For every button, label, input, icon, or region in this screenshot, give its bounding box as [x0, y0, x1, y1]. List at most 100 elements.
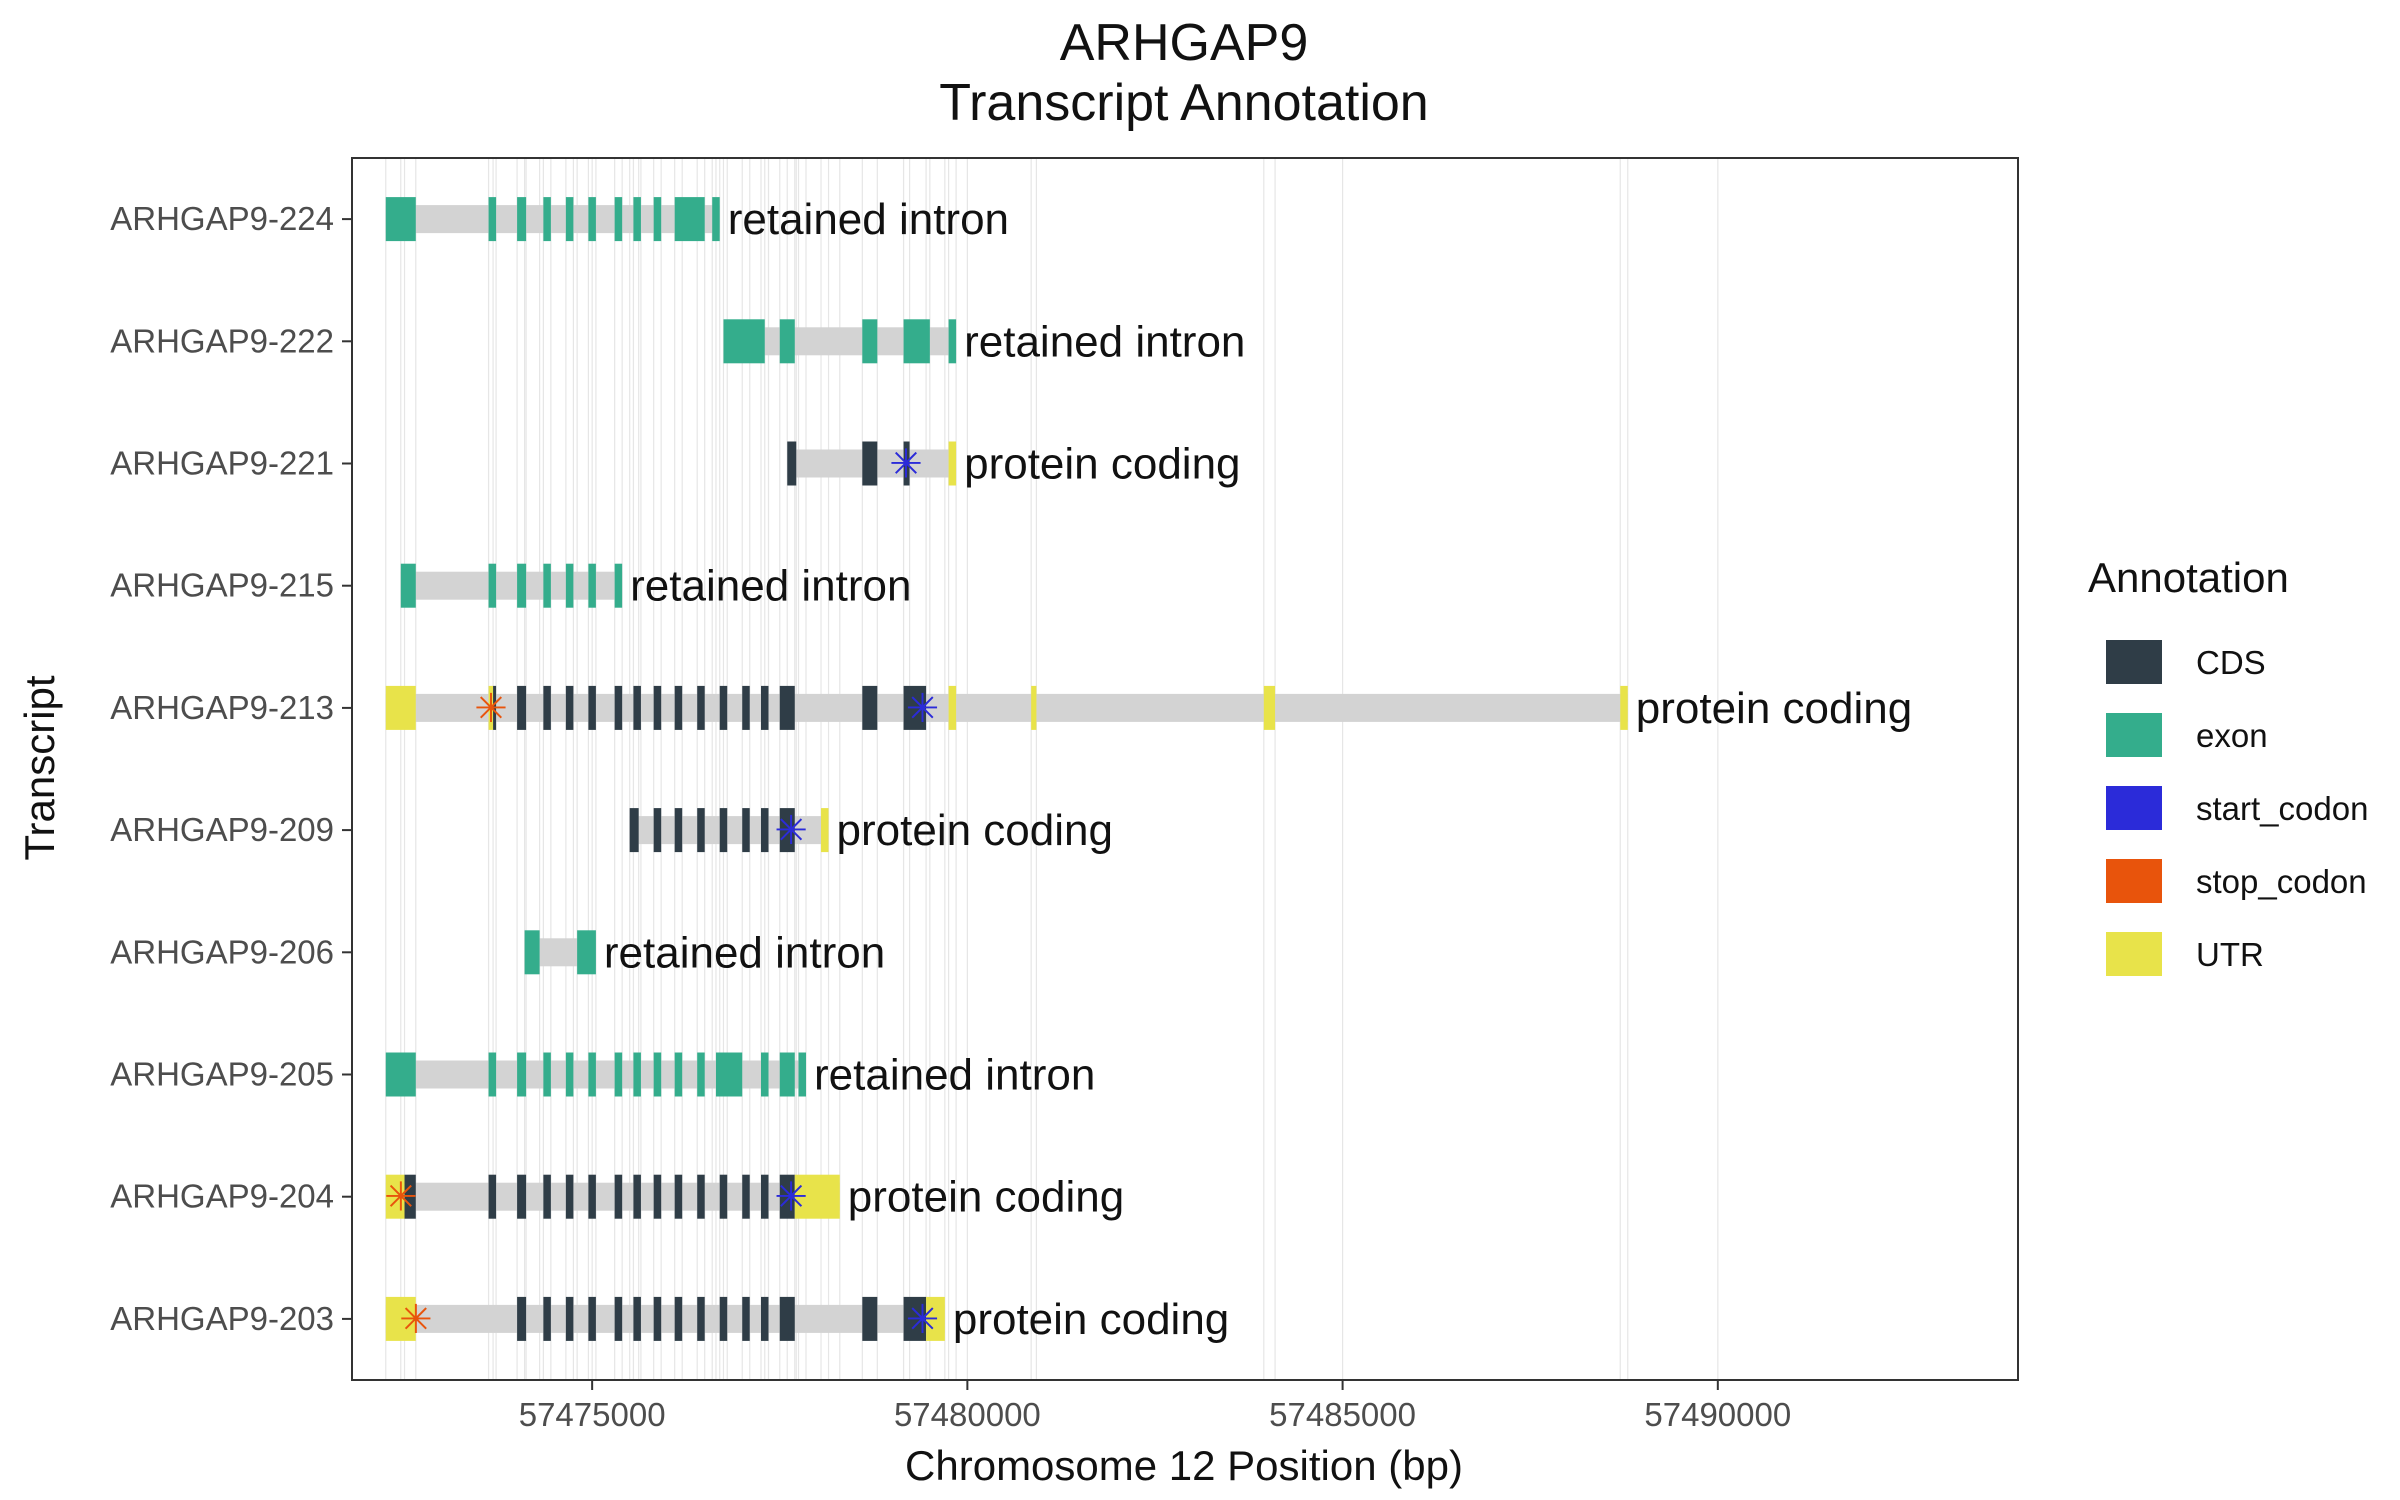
cds-block	[517, 1174, 527, 1219]
y-tick-label: ARHGAP9-224	[110, 200, 334, 237]
cds-block	[674, 1174, 683, 1219]
exon-block	[653, 197, 662, 242]
legend-item: stop_codon	[2106, 859, 2367, 903]
y-tick-label: ARHGAP9-221	[110, 445, 334, 482]
exon-block	[614, 563, 623, 608]
x-tick-label: 57480000	[894, 1396, 1041, 1433]
cds-block	[404, 1174, 416, 1219]
intron-bar	[400, 571, 623, 600]
exon-block	[633, 1052, 641, 1097]
utr-block	[385, 685, 416, 730]
transcript-track: retained intron	[723, 317, 1245, 366]
utr-block	[385, 1296, 416, 1341]
legend-swatch	[2106, 932, 2162, 976]
cds-block	[614, 685, 623, 730]
cds-block	[565, 685, 574, 730]
biotype-label: retained intron	[604, 928, 885, 977]
legend-item: UTR	[2106, 932, 2264, 976]
start-codon-marker: ✳	[906, 1297, 940, 1343]
exon-block	[588, 1052, 596, 1097]
cds-block	[779, 1174, 795, 1219]
cds-block	[697, 685, 705, 730]
cds-block	[862, 441, 878, 486]
intron-bar	[385, 205, 720, 234]
plot-border	[351, 157, 2019, 1381]
cds-block	[742, 1296, 750, 1341]
legend-label: UTR	[2196, 936, 2264, 973]
cds-block	[565, 1174, 574, 1219]
cds-block	[674, 685, 683, 730]
cds-block	[903, 1296, 927, 1341]
exon-block	[517, 1052, 527, 1097]
utr-block	[1263, 685, 1276, 730]
exon-block	[653, 1052, 662, 1097]
legend-swatch	[2106, 859, 2162, 903]
cds-block	[760, 1174, 769, 1219]
cds-block	[719, 1296, 728, 1341]
exon-block	[385, 1052, 416, 1097]
biotype-label: protein coding	[1636, 684, 1912, 733]
chart-title-line1: ARHGAP9	[1060, 14, 1309, 72]
cds-block	[697, 1296, 705, 1341]
panel-border	[351, 157, 2019, 1381]
cds-block	[742, 1174, 750, 1219]
intron-bar	[629, 816, 829, 845]
biotype-label: retained intron	[964, 317, 1245, 366]
legend-item: CDS	[2106, 640, 2266, 684]
cds-block	[697, 808, 705, 853]
legend-label: stop_codon	[2196, 863, 2367, 900]
stop-codon-marker: ✳	[474, 686, 508, 732]
y-axis-title: Transcript	[16, 675, 63, 860]
cds-block	[903, 685, 927, 730]
cds-block	[543, 1174, 551, 1219]
exon-block	[385, 197, 416, 242]
utr-block	[794, 1174, 840, 1219]
y-tick-label: ARHGAP9-205	[110, 1056, 334, 1093]
codon-markers: ✳ ✳ ✳ ✳ ✳ ✳ ✳ ✳	[384, 442, 939, 1343]
exon-block	[565, 563, 574, 608]
cds-block	[653, 685, 662, 730]
cds-block	[633, 1296, 641, 1341]
start-codon-marker: ✳	[774, 1175, 808, 1221]
legend-swatch	[2106, 786, 2162, 830]
utr-block	[948, 441, 957, 486]
stop-codon-marker: ✳	[399, 1297, 433, 1343]
transcript-track: retained intron	[385, 195, 1009, 244]
cds-block	[633, 685, 641, 730]
cds-block	[629, 808, 639, 853]
exon-block	[614, 1052, 623, 1097]
exon-block	[715, 1052, 743, 1097]
transcript-track: retained intron	[385, 1051, 1095, 1100]
exon-block	[674, 197, 705, 242]
cds-block	[779, 1296, 795, 1341]
start-codon-marker: ✳	[906, 686, 940, 732]
chart-title-line2: Transcript Annotation	[939, 74, 1428, 132]
cds-block	[565, 1296, 574, 1341]
cds-block	[588, 685, 596, 730]
transcript-track: protein coding	[385, 1295, 1229, 1344]
biotype-label: protein coding	[837, 806, 1113, 855]
biotype-label: retained intron	[814, 1051, 1095, 1100]
exon-block	[712, 197, 720, 242]
legend-label: CDS	[2196, 644, 2266, 681]
cds-block	[760, 808, 769, 853]
cds-block	[588, 1296, 596, 1341]
legend-label: start_codon	[2196, 790, 2368, 827]
exon-block	[862, 319, 878, 364]
exon-block	[543, 197, 551, 242]
y-tick-label: ARHGAP9-206	[110, 933, 334, 970]
transcript-track: protein coding	[787, 440, 1241, 489]
transcript-track: protein coding	[385, 684, 1912, 733]
utr-block	[1620, 685, 1628, 730]
legend-item: start_codon	[2106, 786, 2368, 830]
exon-block	[488, 197, 497, 242]
legend-swatch	[2106, 713, 2162, 757]
biotype-label: retained intron	[728, 195, 1009, 244]
cds-block	[719, 808, 728, 853]
exon-block	[633, 197, 641, 242]
cds-block	[760, 1296, 769, 1341]
intron-bar	[385, 1182, 840, 1211]
y-tick-label: ARHGAP9-222	[110, 322, 334, 359]
x-tick-label: 57475000	[519, 1396, 666, 1433]
